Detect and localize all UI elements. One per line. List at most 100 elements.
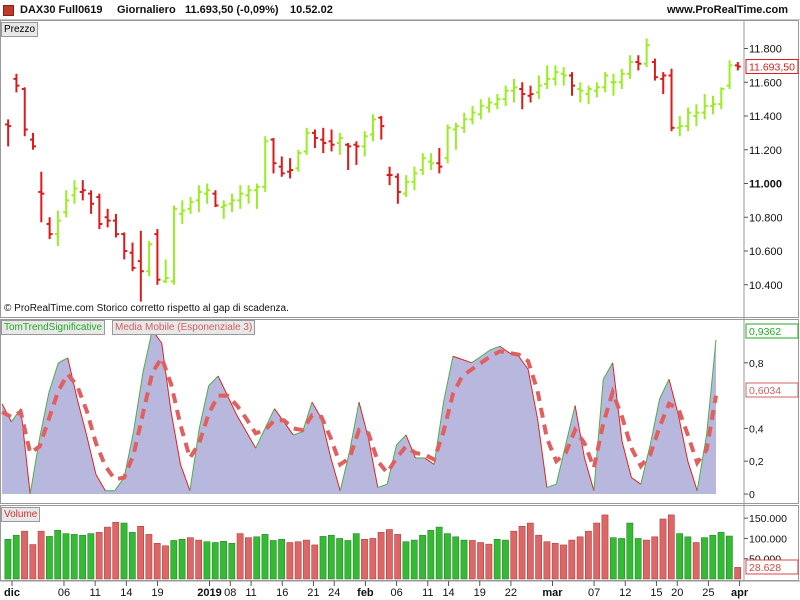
price-bar [336,132,343,155]
price-bar [187,197,194,214]
price-bar [519,82,526,110]
indicator-line-segment [330,457,341,491]
price-bar [428,153,435,170]
site-url[interactable]: www.ProRealTime.com [667,4,789,16]
indicator-line-segment [433,402,445,465]
x-tick-label: 14 [442,587,454,599]
indicator-line-segment [180,464,191,491]
price-bar [295,149,302,172]
volume-bar [79,534,86,580]
indicator-line-segment [537,418,548,488]
indicator-line-segment [58,357,68,364]
indicator-line-segment [236,415,247,432]
price-y-tick-label: 11.800 [749,44,782,56]
x-tick-label: 2019 [197,587,221,599]
volume-bar [54,530,62,580]
indicator-line-segment [123,431,135,478]
price-y-tick-label: 10.600 [749,246,783,258]
price-bar [602,72,609,93]
indicator-line-segment [377,483,388,488]
volume-bar [261,534,269,580]
volume-bar [510,530,518,580]
price-bar [220,200,227,219]
indicator-line-segment [583,457,595,491]
ema-last-value-box [745,382,799,398]
price-bar [461,112,468,133]
price-bar [535,75,542,100]
x-tick-label: 12 [619,587,631,599]
indicator-line-segment [95,474,106,491]
period-label: Giornaliero [117,4,176,16]
indicator-line-segment [39,392,50,439]
indicator-line-segment [339,451,351,491]
price-bar [154,229,161,285]
price-bar [668,68,675,132]
indicator-line-segment [424,457,435,465]
ema-line [1,349,718,482]
indicator-line-segment [133,372,144,432]
price-bar [162,259,169,284]
price-change-label: 11.693,50 (-0,09%) [185,4,279,16]
price-bar [585,85,592,105]
x-tick-label: 22 [505,587,517,599]
indicator-y-tick-label: 0,4 [749,423,764,435]
indicator-last-value-box [745,323,799,339]
volume-panel-label: Volume [1,507,41,522]
indicator-line-segment [452,355,463,360]
price-bar [569,72,576,96]
volume-bar [734,567,742,580]
volume-bar [245,537,252,580]
price-bar [328,129,335,152]
indicator-line-segment [227,395,238,416]
price-y-tick-label: 11.400 [749,111,782,123]
price-y-tick-label: 10.800 [749,212,783,224]
price-y-tick-label: 11.600 [749,77,782,89]
volume-bar [460,539,468,580]
price-bar [170,205,177,285]
volume-bar [468,540,476,580]
volume-bar [269,540,277,580]
price-bar [709,95,716,115]
volume-bar [319,536,327,580]
volume-bar [178,538,186,580]
price-bar [278,156,285,177]
price-bar [262,136,269,192]
indicator-line-segment [86,434,97,475]
price-last-value: 11.693,50 [749,61,795,73]
volume-bar [402,541,410,580]
volume-bar [29,544,37,580]
indicator-line-segment [546,483,557,488]
indicator-line-segment [349,402,360,452]
volume-bar [535,534,542,580]
indicator-line-segment [20,408,31,495]
indicator-line-segment [367,438,379,488]
indicator-name-label: TomTrendSignificative [1,320,106,335]
indicator-line-segment [76,398,88,436]
indicator-line-segment [499,345,510,354]
ema-last-value: 0,6034 [749,385,781,397]
volume-bar [419,534,426,580]
price-bar [146,240,153,277]
volume-bar [352,533,360,580]
indicator-line-segment [640,444,651,485]
indicator-y-tick-label: 0,2 [749,456,764,468]
price-bar [88,190,95,214]
price-bar [303,127,310,155]
volume-bar [187,537,194,580]
price-bar [726,60,733,89]
price-panel-frame [0,20,799,318]
price-bar [237,185,244,209]
indicator-line-segment [264,408,275,429]
indicator-line-segment [462,359,472,364]
price-bar [527,85,534,103]
volume-bar [4,538,12,580]
price-bar [502,85,509,106]
price-bar [71,180,78,204]
indicator-line-segment [706,339,717,436]
x-tick-label: feb [357,587,374,599]
volume-bar [717,532,725,580]
price-bar [38,171,45,223]
x-tick-label: 15 [650,587,662,599]
indicator-line-segment [602,362,614,380]
